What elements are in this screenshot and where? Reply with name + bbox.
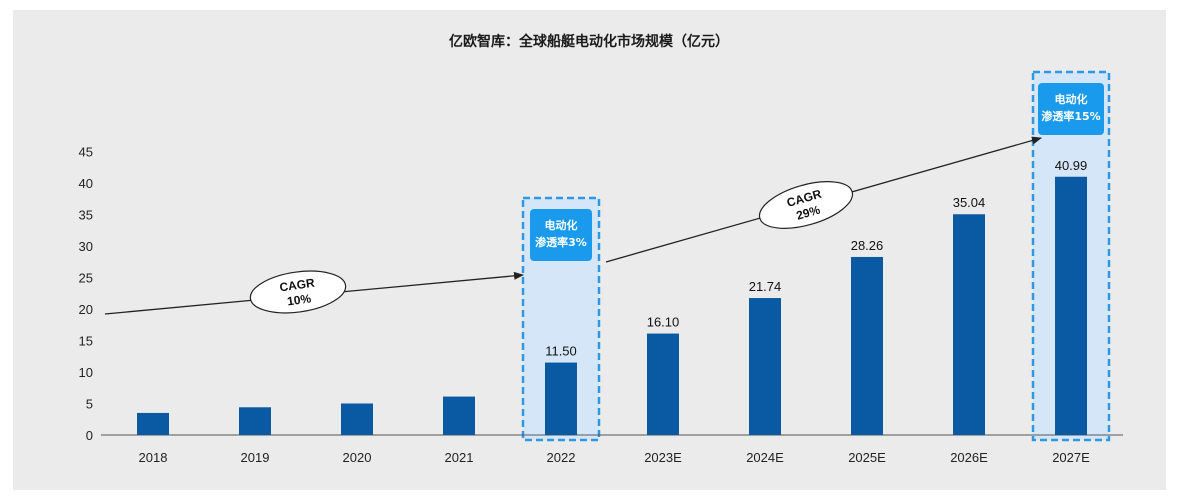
data-label: 40.99 — [1055, 158, 1088, 173]
x-tick-label: 2019 — [241, 450, 270, 465]
bar — [545, 362, 577, 435]
penetration-badge — [1038, 83, 1104, 135]
cagr-label: 10% — [286, 291, 312, 308]
data-label: 16.10 — [647, 315, 680, 330]
bar — [647, 333, 679, 435]
bar — [137, 412, 169, 435]
y-tick-label: 15 — [79, 334, 93, 349]
cagr-ellipse — [758, 181, 854, 229]
x-tick-label: 2027E — [1052, 450, 1090, 465]
x-tick-label: 2022 — [547, 450, 576, 465]
penetration-badge-text: 电动化 — [545, 218, 578, 232]
y-tick-label: 5 — [86, 397, 93, 412]
data-label: 21.74 — [749, 279, 782, 294]
y-tick-label: 35 — [79, 208, 93, 223]
data-label: 28.26 — [851, 238, 884, 253]
x-tick-label: 2020 — [343, 450, 372, 465]
y-tick-label: 25 — [79, 271, 93, 286]
penetration-badge-text: 渗透率15% — [1041, 109, 1100, 123]
chart-title: 亿欧智库：全球船艇电动化市场规模（亿元） — [449, 33, 729, 50]
x-tick-label: 2023E — [644, 450, 682, 465]
y-tick-label: 40 — [79, 176, 93, 191]
penetration-badge-text: 电动化 — [1055, 92, 1088, 106]
bar — [1055, 176, 1087, 435]
bar — [239, 407, 271, 435]
y-tick-label: 30 — [79, 239, 93, 254]
bar — [341, 403, 373, 435]
y-tick-label: 0 — [86, 428, 93, 443]
penetration-badge — [530, 209, 592, 261]
bar — [953, 214, 985, 435]
chart-container: 亿欧智库：全球船艇电动化市场规模（亿元） 电动化 渗透率3% 电动化 渗透率15% 0… — [13, 10, 1166, 490]
y-tick-label: 10 — [79, 365, 93, 380]
cagr-label: CAGR — [279, 276, 316, 295]
cagr-label: 29% — [795, 203, 822, 223]
y-tick-label: 20 — [79, 302, 93, 317]
x-tick-label: 2025E — [848, 450, 886, 465]
bar — [749, 298, 781, 435]
bar — [851, 256, 883, 435]
y-tick-label: 45 — [79, 145, 93, 160]
data-label: 11.50 — [545, 344, 577, 359]
penetration-badge-text: 渗透率3% — [535, 235, 587, 249]
data-label: 35.04 — [953, 195, 986, 210]
bar — [443, 396, 475, 435]
x-tick-label: 2018 — [139, 450, 168, 465]
x-tick-label: 2024E — [746, 450, 784, 465]
x-tick-label: 2021 — [445, 450, 474, 465]
x-tick-label: 2026E — [950, 450, 988, 465]
cagr-ellipse — [249, 270, 347, 314]
